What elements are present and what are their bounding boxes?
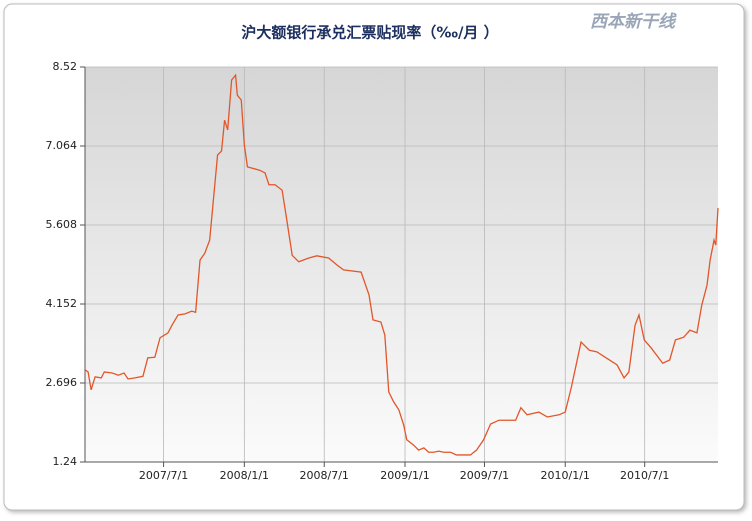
x-tick-label: 2009/1/1 (380, 469, 429, 482)
x-tick-label: 2009/7/1 (460, 469, 509, 482)
x-tick-label: 2010/7/1 (620, 469, 669, 482)
chart-title: 沪大额银行承兑汇票贴现率（‰/月 ） (241, 24, 498, 42)
logo: 西本新干线 (590, 12, 677, 32)
x-tick-label: 2008/1/1 (220, 469, 269, 482)
y-tick-label: 1.24 (53, 455, 78, 468)
plot-area (85, 67, 718, 462)
y-tick-label: 5.608 (46, 218, 78, 231)
y-tick-label: 4.152 (46, 297, 78, 310)
x-tick-label: 2007/7/1 (139, 469, 188, 482)
y-tick-label: 7.064 (46, 139, 78, 152)
data-line (84, 73, 719, 456)
x-tick-label: 2010/1/1 (541, 469, 590, 482)
y-tick-label: 2.696 (46, 376, 78, 389)
y-tick-label: 8.52 (53, 60, 78, 73)
x-tick-label: 2008/7/1 (300, 469, 349, 482)
